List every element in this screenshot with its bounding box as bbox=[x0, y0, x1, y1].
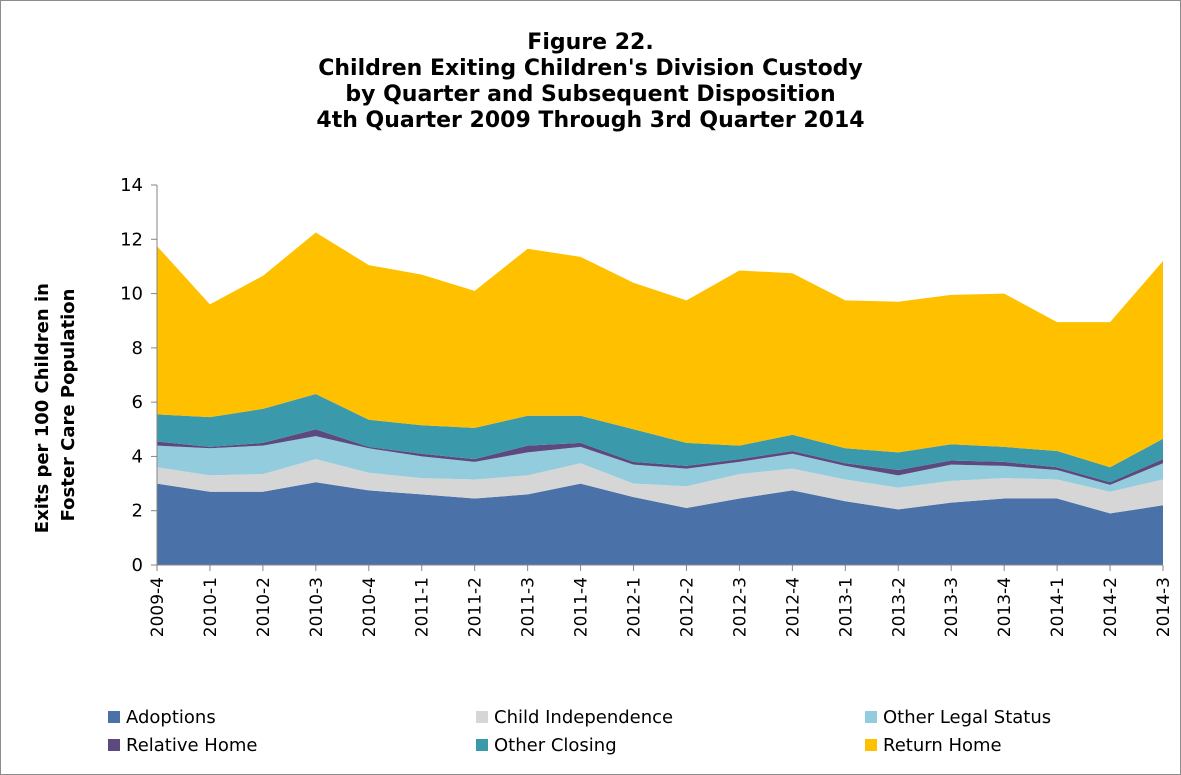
x-tick-label: 2010-4 bbox=[360, 577, 380, 637]
area-relative-home bbox=[157, 429, 1163, 485]
title-line: by Quarter and Subsequent Disposition bbox=[345, 82, 836, 107]
legend-swatch bbox=[865, 711, 877, 723]
y-tick-label: 8 bbox=[132, 338, 143, 359]
area-other-closing bbox=[157, 394, 1163, 483]
legend-label: Adoptions bbox=[126, 706, 216, 728]
legend-label: Other Closing bbox=[494, 734, 617, 756]
x-tick-label: 2012-3 bbox=[730, 577, 750, 637]
x-tick-label: 2012-2 bbox=[677, 577, 697, 637]
title-line: 4th Quarter 2009 Through 3rd Quarter 201… bbox=[316, 108, 865, 133]
legend-item: Adoptions bbox=[108, 705, 216, 729]
legend-label: Other Legal Status bbox=[883, 706, 1052, 728]
legend-swatch bbox=[476, 711, 488, 723]
y-tick-label: 6 bbox=[132, 392, 143, 413]
legend-label: Return Home bbox=[883, 734, 1002, 756]
y-axis-label: Exits per 100 Children in Foster Care Po… bbox=[32, 277, 79, 533]
x-tick-label: 2013-3 bbox=[942, 577, 962, 637]
x-tick-label: 2014-1 bbox=[1048, 577, 1068, 637]
area-series-group bbox=[157, 232, 1163, 565]
x-tick-label: 2013-1 bbox=[836, 577, 856, 637]
area-other-legal-status bbox=[157, 436, 1163, 492]
x-tick-label: 2010-3 bbox=[307, 577, 327, 637]
legend-item: Child Independence bbox=[476, 705, 673, 729]
y-axis-label-line: Exits per 100 Children in bbox=[32, 283, 53, 533]
legend-item: Other Legal Status bbox=[865, 705, 1051, 729]
legend-swatch bbox=[865, 739, 877, 751]
title-line: Figure 22. bbox=[527, 30, 654, 55]
x-tick-label: 2012-1 bbox=[625, 577, 645, 637]
y-tick-label: 12 bbox=[120, 229, 143, 250]
legend-swatch bbox=[108, 739, 120, 751]
legend-item: Return Home bbox=[865, 733, 1002, 757]
legend-item: Relative Home bbox=[108, 733, 257, 757]
y-tick-label: 10 bbox=[120, 284, 143, 305]
y-axis-label-line: Foster Care Population bbox=[58, 289, 79, 522]
legend-swatch bbox=[108, 711, 120, 723]
legend-swatch bbox=[476, 739, 488, 751]
area-adoptions bbox=[157, 482, 1163, 565]
x-tick-label: 2013-4 bbox=[995, 577, 1015, 637]
title-line: Children Exiting Children's Division Cus… bbox=[318, 56, 863, 81]
x-tick-label: 2014-3 bbox=[1154, 577, 1174, 637]
x-tick-label: 2009-4 bbox=[148, 577, 168, 637]
legend-label: Relative Home bbox=[126, 734, 258, 756]
x-tick-label: 2011-4 bbox=[572, 577, 592, 637]
chart-title: Figure 22. Children Exiting Children's D… bbox=[0, 30, 1181, 134]
y-tick-label: 0 bbox=[132, 555, 143, 576]
area-return-home bbox=[157, 232, 1163, 468]
area-child-independence bbox=[157, 459, 1163, 514]
x-tick-label: 2011-3 bbox=[519, 577, 539, 637]
x-tick-label: 2011-1 bbox=[413, 577, 433, 637]
x-tick-label: 2010-1 bbox=[201, 577, 221, 637]
x-tick-label: 2014-2 bbox=[1101, 577, 1121, 637]
axes-group: 0 2 4 6 8 10 12 14 2009-4 2010-1 2010-2 2010-3 2010-… bbox=[120, 175, 1174, 637]
y-tick-label: 14 bbox=[120, 175, 143, 196]
x-tick-label: 2012-4 bbox=[783, 577, 803, 637]
x-tick-label: 2013-2 bbox=[889, 577, 909, 637]
y-tick-label: 2 bbox=[132, 501, 143, 522]
y-tick-label: 4 bbox=[132, 446, 143, 467]
legend-item: Other Closing bbox=[476, 733, 617, 757]
legend-label: Child Independence bbox=[494, 706, 674, 728]
x-tick-label: 2010-2 bbox=[254, 577, 274, 637]
x-tick-label: 2011-2 bbox=[466, 577, 486, 637]
